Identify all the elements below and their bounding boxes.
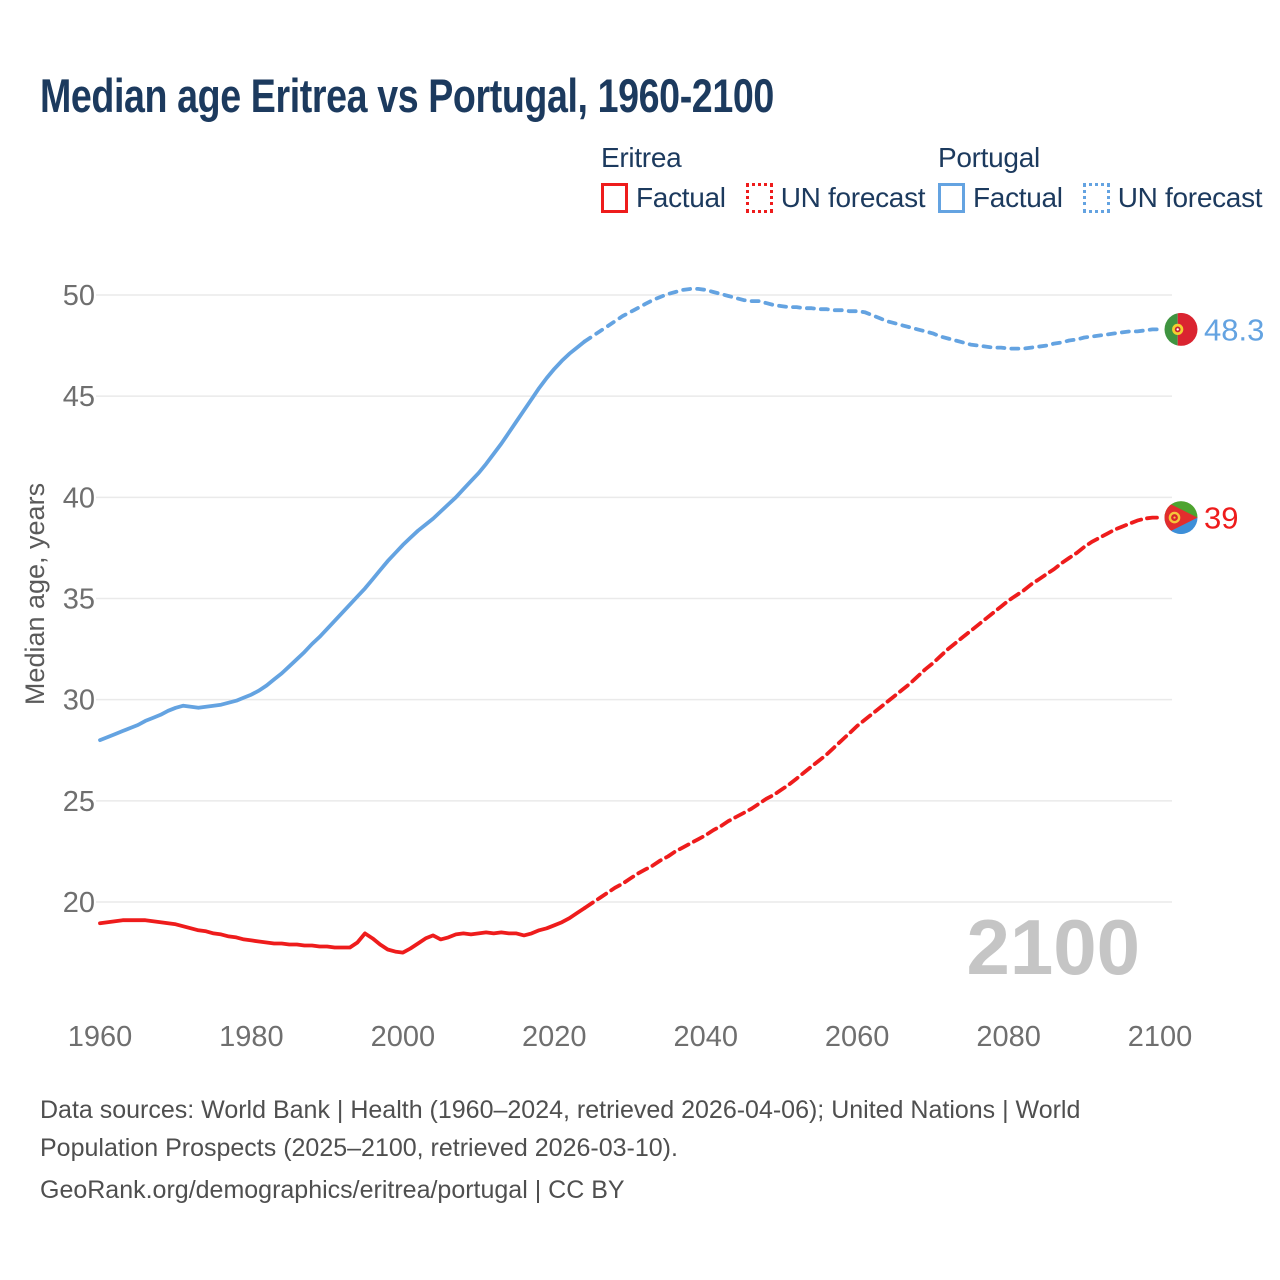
eritrea-factual-line — [98, 906, 587, 955]
footer: Data sources: World Bank | Health (1960–… — [40, 1091, 1080, 1209]
legend-group-title: Eritrea — [601, 142, 682, 173]
y-axis-title: Median age, years — [20, 483, 50, 705]
eritrea-factual-label: Factual — [636, 182, 726, 213]
x-tick-label: 1960 — [68, 1021, 133, 1053]
y-tick-label: 50 — [63, 280, 95, 312]
portugal-factual-line — [98, 339, 587, 742]
y-tick-label: 35 — [63, 584, 95, 616]
footer-line: Population Prospects (2025–2100, retriev… — [40, 1134, 678, 1162]
y-tick-label: 20 — [63, 887, 95, 919]
y-tick-label: 45 — [63, 381, 95, 413]
eritrea-flag-icon — [1164, 501, 1198, 535]
x-tick-label: 2080 — [976, 1021, 1041, 1053]
portugal-forecast-end-value-label: 48.3 — [1204, 312, 1264, 347]
portugal-factual-swatch — [938, 183, 965, 213]
y-tick-label: 40 — [63, 482, 95, 514]
x-tick-label: 2040 — [673, 1021, 738, 1053]
portugal-forecast-label: UN forecast — [1117, 182, 1263, 213]
y-tick-label: 30 — [63, 685, 95, 717]
legend-group-title: Portugal — [938, 142, 1040, 173]
legend-items: Factual UN forecast — [601, 182, 937, 214]
watermark-year: 2100 — [966, 903, 1140, 991]
x-tick-label: 2100 — [1128, 1021, 1193, 1053]
legend-group-portugal: Portugal Factual UN forecast — [938, 143, 1274, 214]
footer-line: Data sources: World Bank | Health (1960–… — [40, 1096, 1081, 1124]
x-tick-label: 2020 — [522, 1021, 587, 1053]
x-tick-label: 2000 — [371, 1021, 436, 1053]
y-tick-label: 25 — [63, 786, 95, 818]
portugal-forecast-swatch — [1082, 183, 1110, 213]
eritrea-forecast-line — [582, 515, 1162, 910]
footer-line: GeoRank.org/demographics/eritrea/portuga… — [40, 1176, 625, 1204]
eritrea-forecast-swatch — [745, 183, 773, 213]
chart-title: Median age Eritrea vs Portugal, 1960-210… — [40, 69, 774, 122]
legend-items: Factual UN forecast — [938, 182, 1274, 214]
portugal-forecast-line — [582, 286, 1162, 351]
eritrea-forecast-end-value-label: 39 — [1204, 501, 1238, 536]
portugal-factual-label: Factual — [973, 182, 1063, 213]
eritrea-factual-swatch — [601, 183, 628, 213]
legend-group-eritrea: Eritrea Factual UN forecast — [601, 143, 937, 214]
x-tick-label: 2060 — [825, 1021, 890, 1053]
x-tick-label: 1980 — [219, 1021, 284, 1053]
portugal-flag-icon — [1164, 312, 1198, 346]
eritrea-forecast-label: UN forecast — [780, 182, 926, 213]
